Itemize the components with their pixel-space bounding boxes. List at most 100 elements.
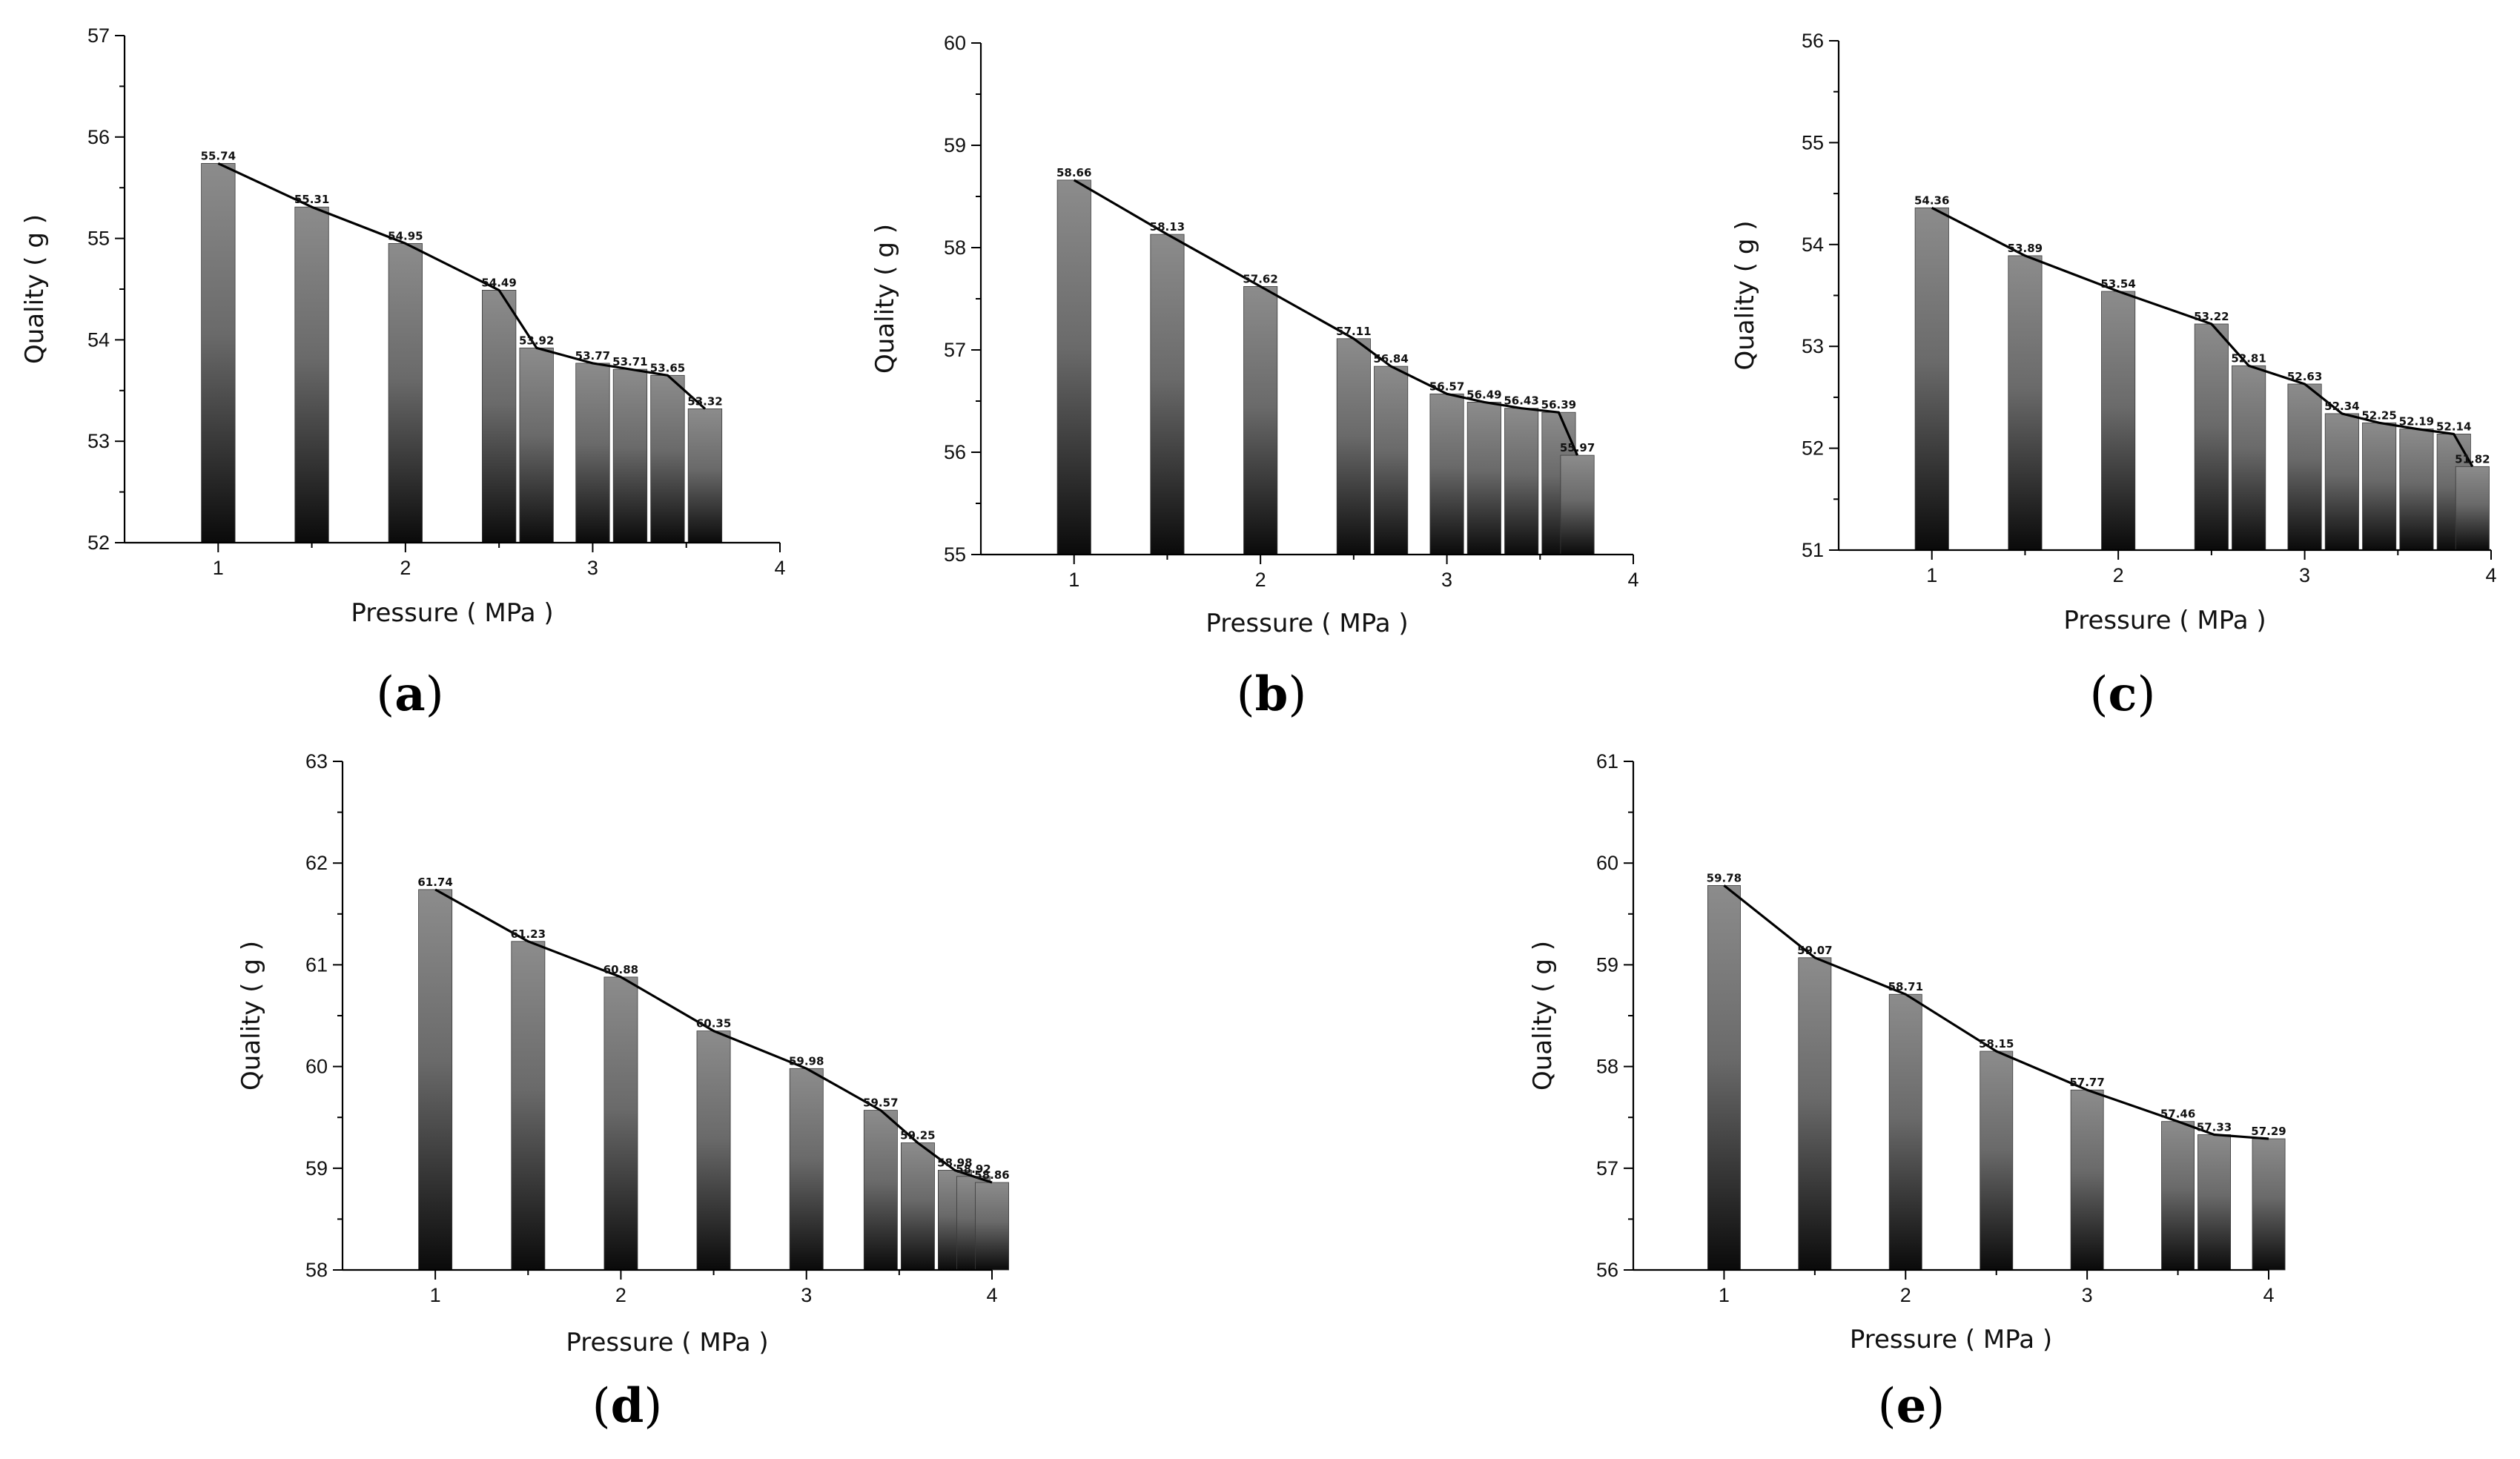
value-label-b-9: 55.97 [1560,441,1595,454]
value-label-d-7: 58.98 [937,1157,972,1170]
bar-e-4 [2070,1089,2104,1271]
x-tick-label-d-2: 3 [801,1284,812,1306]
value-label-b-5: 56.57 [1429,380,1464,393]
bar-b-0 [1056,179,1091,555]
bar-c-10 [2455,466,2490,551]
y-tick-label-b-5: 60 [944,32,966,54]
y-tick-label-b-4: 59 [944,134,966,156]
bar-d-3 [696,1030,731,1271]
value-label-e-6: 57.33 [2197,1121,2232,1134]
value-label-d-2: 60.88 [603,963,638,976]
y-tick-label-a-2: 54 [87,328,110,351]
x-tick-label-e-1: 2 [1900,1284,1911,1306]
value-label-d-4: 59.98 [789,1054,824,1068]
value-label-e-2: 58.71 [1888,980,1923,993]
trend-line-a [217,162,707,410]
y-tick-label-a-5: 57 [87,24,110,47]
x-tick-label-b-2: 3 [1441,569,1452,591]
x-tick-label-a-1: 2 [400,557,411,579]
x-tick-label-b-0: 1 [1068,569,1079,591]
chart-panel-d: 61.74 61.23 60.88 60.35 59.98 59.57 59.25 58.98… [237,750,1010,1434]
panel-label-c: (c) [2090,666,2156,722]
y-tick-label-e-5: 61 [1596,750,1618,772]
x-axis-title-e: Pressure ( MPa ) [1850,1325,2052,1354]
trend-line-c [1931,206,2474,468]
value-label-c-9: 52.14 [2436,420,2471,433]
bar-c-2 [2101,291,2136,551]
trend-line-d [434,888,993,1184]
value-label-a-2: 54.95 [388,229,423,242]
chart-panel-a: 55.74 55.31 54.95 54.49 53.92 53.77 53.71 53.65… [20,24,786,722]
x-tick-label-d-1: 2 [615,1284,626,1306]
value-label-b-0: 58.66 [1056,166,1091,179]
bar-d-9 [975,1182,1009,1271]
value-label-c-7: 52.25 [2361,408,2396,422]
trend-line-e [1723,884,2269,1140]
value-label-c-2: 53.54 [2100,277,2135,291]
bar-d-1 [511,941,546,1271]
value-label-e-1: 59.07 [1797,944,1832,957]
panel-label-b: (b) [1237,666,1307,722]
bar-c-7 [2362,422,2397,551]
y-tick-label-a-3: 55 [87,228,110,250]
y-axis-title-a: Quality ( g ) [20,214,50,364]
value-label-c-1: 53.89 [2008,242,2043,255]
value-label-c-10: 51.82 [2455,452,2490,466]
x-tick-label-c-0: 1 [1926,564,1937,586]
panels-group: 55.74 55.31 54.95 54.49 53.92 53.77 53.71 53.65… [20,24,2497,1434]
y-tick-label-e-4: 60 [1596,852,1618,874]
bar-a-3 [482,289,517,543]
panel-label-a: (a) [376,666,443,722]
bar-c-1 [2008,255,2043,551]
value-label-d-1: 61.23 [511,927,546,941]
value-label-e-0: 59.78 [1707,871,1742,884]
y-axis-title-c: Quality ( g ) [1730,220,1760,370]
value-label-d-6: 59.25 [900,1129,935,1142]
bar-e-1 [1798,957,1832,1271]
value-label-c-0: 54.36 [1914,193,1949,207]
x-tick-label-a-2: 3 [587,557,598,579]
y-tick-label-e-1: 57 [1596,1157,1618,1180]
bar-a-5 [575,363,610,543]
value-label-d-8: 58.92 [956,1162,991,1176]
value-label-d-5: 59.57 [863,1096,898,1110]
y-tick-label-b-3: 58 [944,236,966,259]
value-label-c-8: 52.19 [2399,415,2434,429]
value-label-a-1: 55.31 [294,193,329,206]
value-label-e-3: 58.15 [1979,1037,2014,1051]
y-tick-label-b-0: 55 [944,543,966,566]
value-label-b-4: 56.84 [1373,352,1408,365]
bar-c-6 [2324,413,2359,551]
x-tick-label-d-3: 4 [986,1284,997,1306]
bar-e-7 [2252,1138,2286,1271]
panel-label-d: (d) [592,1378,663,1434]
bar-b-4 [1374,365,1409,555]
y-tick-label-c-5: 56 [1802,30,1824,52]
value-label-a-6: 53.71 [612,355,647,368]
bar-e-5 [2161,1121,2195,1271]
bar-b-5 [1429,393,1464,555]
value-label-c-3: 53.22 [2194,310,2229,323]
x-tick-label-b-1: 2 [1255,569,1266,591]
value-label-b-3: 57.11 [1336,325,1371,338]
y-axis-title-b: Quality ( g ) [870,224,900,374]
value-label-e-5: 57.46 [2160,1108,2195,1121]
value-label-c-6: 52.34 [2324,400,2359,413]
bar-b-2 [1243,285,1278,555]
x-tick-label-e-3: 4 [2263,1284,2274,1306]
x-tick-label-a-3: 4 [774,557,785,579]
value-label-a-7: 53.65 [650,361,685,374]
bar-b-6 [1466,402,1501,555]
value-label-b-1: 58.13 [1150,220,1185,234]
bar-d-2 [603,976,638,1271]
y-tick-label-c-4: 55 [1802,131,1824,153]
y-tick-label-c-3: 54 [1802,234,1824,256]
panel-label-e: (e) [1878,1378,1945,1434]
bar-d-6 [901,1142,935,1271]
x-tick-label-e-0: 1 [1719,1284,1730,1306]
x-tick-label-c-3: 4 [2485,564,2496,586]
value-label-b-6: 56.49 [1466,388,1501,401]
bar-d-0 [418,889,453,1271]
